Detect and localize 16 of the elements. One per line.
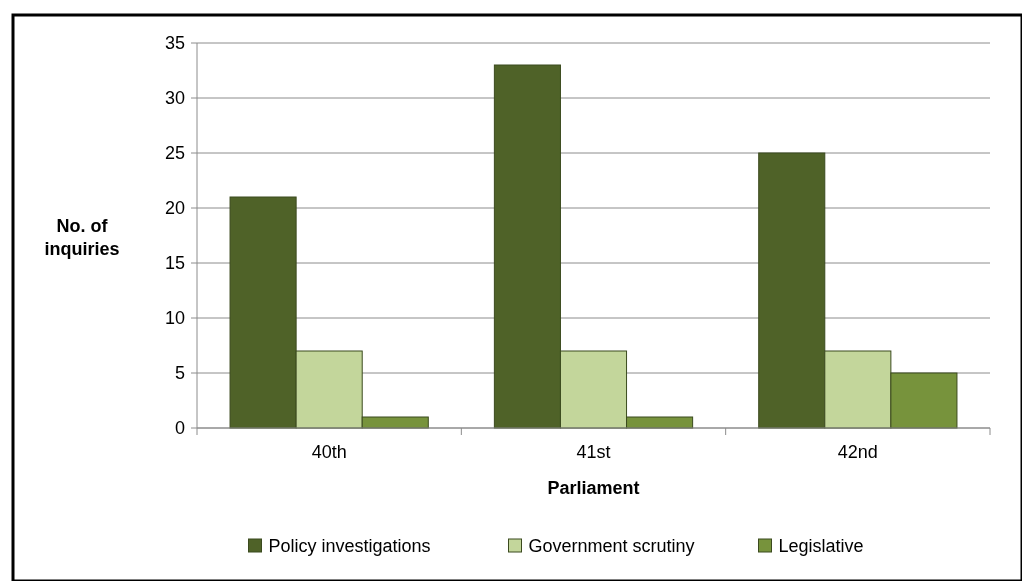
y-tick-label: 10 [164, 308, 185, 329]
x-tick-label: 41st [576, 442, 611, 462]
y-axis-title: No. of inquiries [44, 215, 120, 259]
y-tick-label: 30 [164, 88, 185, 109]
x-axis-title: Parliament [547, 478, 640, 498]
x-tick-label: 42nd [837, 442, 878, 462]
y-tick-label: 20 [164, 198, 185, 219]
legend-label: Policy investigations [268, 536, 431, 556]
legend-label: Government scrutiny [528, 536, 695, 556]
x-tick-label: 40th [311, 442, 347, 462]
y-tick-label: 15 [164, 253, 185, 274]
y-tick-label: 35 [164, 33, 185, 54]
y-tick-label: 25 [164, 143, 185, 164]
legend-label: Legislative [778, 536, 864, 556]
y-tick-label: 0 [174, 418, 185, 439]
y-tick-label: 5 [174, 363, 185, 384]
